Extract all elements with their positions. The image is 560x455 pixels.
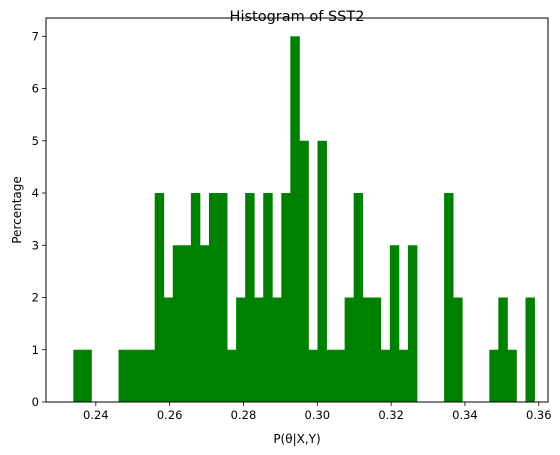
histogram-bar xyxy=(444,193,454,402)
histogram-bar xyxy=(245,193,255,402)
x-axis-label: P(θ|X,Y) xyxy=(273,432,320,446)
histogram-bar xyxy=(172,245,183,402)
histogram-bar xyxy=(407,245,418,402)
histogram-bar xyxy=(335,349,346,402)
y-tick-label: 5 xyxy=(32,134,39,148)
histogram-bar xyxy=(489,349,499,402)
histogram-bar xyxy=(263,193,273,402)
x-tick-label: 0.24 xyxy=(83,408,109,422)
histogram-bar xyxy=(154,193,165,402)
histogram-bar xyxy=(380,349,391,402)
histogram-bar xyxy=(353,193,364,402)
histogram-bar xyxy=(136,349,147,402)
plot-area xyxy=(45,17,549,403)
chart-title: Histogram of SST2 xyxy=(230,9,365,25)
bars-group xyxy=(73,36,535,402)
histogram-bar xyxy=(362,297,373,402)
histogram-bar xyxy=(163,297,174,402)
histogram-bar xyxy=(281,193,291,402)
y-tick-label: 7 xyxy=(32,29,39,43)
x-tick-label: 0.28 xyxy=(231,408,257,422)
histogram-bar xyxy=(127,349,138,402)
y-tick-label: 1 xyxy=(32,343,39,357)
x-tick-label: 0.34 xyxy=(452,408,478,422)
histogram-bar xyxy=(398,349,409,402)
histogram-bar xyxy=(190,193,201,402)
histogram-bar xyxy=(118,349,128,402)
histogram-bar xyxy=(498,297,508,402)
histogram-bar xyxy=(525,297,535,402)
x-axis: 0.24 0.26 0.28 0.30 0.32 0.34 0.36 xyxy=(83,402,552,422)
histogram-bar xyxy=(507,349,517,402)
x-tick-label: 0.26 xyxy=(157,408,183,422)
histogram-bar xyxy=(389,245,400,402)
histogram-bar xyxy=(218,193,228,402)
y-tick-label: 6 xyxy=(32,82,39,96)
y-axis: 0 1 2 3 4 5 6 7 xyxy=(32,29,46,409)
y-tick-label: 2 xyxy=(32,291,39,305)
x-tick-label: 0.30 xyxy=(304,408,330,422)
y-axis-label: Percentage xyxy=(10,176,24,244)
histogram-bar xyxy=(317,140,327,402)
histogram-bar xyxy=(254,297,264,402)
histogram-bar xyxy=(453,297,463,402)
x-tick-label: 0.32 xyxy=(378,408,404,422)
histogram-bar xyxy=(371,297,382,402)
histogram-bar xyxy=(326,349,336,402)
histogram-bar xyxy=(236,297,246,402)
y-tick-label: 0 xyxy=(32,395,39,409)
histogram-bar xyxy=(181,245,192,402)
y-tick-label: 4 xyxy=(32,186,39,200)
histogram-bar xyxy=(82,349,92,402)
histogram-bar xyxy=(344,297,355,402)
histogram-bar xyxy=(272,297,282,402)
plot-frame xyxy=(45,17,549,403)
x-tick-label: 0.36 xyxy=(526,408,552,422)
histogram-bar xyxy=(73,349,83,402)
histogram-bar xyxy=(199,245,210,402)
y-tick-label: 3 xyxy=(32,238,39,252)
histogram-bar xyxy=(299,140,309,402)
histogram-bar xyxy=(227,349,237,402)
histogram-bar xyxy=(290,36,300,402)
histogram-bar xyxy=(308,349,318,402)
histogram-bar xyxy=(208,193,219,402)
histogram-bar xyxy=(145,349,156,402)
